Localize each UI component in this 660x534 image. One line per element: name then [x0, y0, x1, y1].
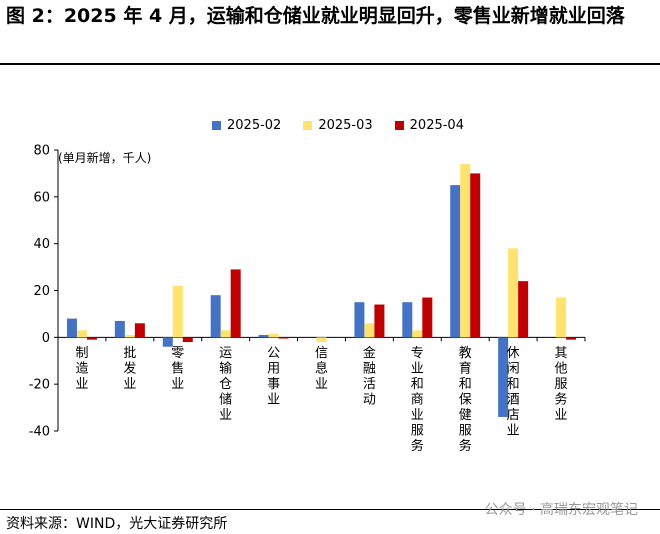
- source-note: 资料来源：WIND，光大证券研究所: [6, 516, 228, 532]
- x-category-label: 零售业: [171, 346, 184, 392]
- chart-legend: 2025-02 2025-03 2025-04: [212, 118, 464, 133]
- y-tick-label: 0: [42, 331, 50, 346]
- bar-2025-02-2: [162, 337, 173, 347]
- bar-2025-04-0: [86, 337, 97, 340]
- chart-bars: [66, 164, 577, 417]
- bar-2025-04-6: [374, 304, 385, 338]
- x-category-label: 专业和商业服务: [411, 346, 424, 454]
- bar-2025-02-3: [210, 295, 221, 338]
- bar-2025-02-7: [402, 302, 413, 338]
- bar-2025-02-0: [66, 318, 77, 338]
- y-unit-note: (单月新增，千人): [58, 151, 152, 165]
- bar-2025-04-10: [566, 337, 577, 340]
- x-category-label: 公用事业: [267, 346, 280, 408]
- y-tick-label: 20: [33, 284, 50, 299]
- x-category-label: 金融活动: [363, 345, 376, 408]
- legend-item-2025-02: 2025-02: [212, 118, 281, 133]
- bar-2025-02-1: [114, 320, 125, 338]
- bar-2025-03-7: [412, 330, 423, 338]
- bar-2025-03-8: [460, 164, 471, 338]
- legend-swatch-2025-03: [303, 121, 313, 130]
- bar-2025-02-4: [258, 334, 269, 338]
- y-tick-label: -40: [29, 425, 50, 440]
- bar-2025-04-9: [518, 281, 529, 338]
- bar-2025-03-0: [76, 330, 87, 338]
- legend-swatch-2025-04: [394, 121, 404, 130]
- bar-2025-03-1: [124, 334, 135, 338]
- bar-2025-03-2: [172, 285, 183, 338]
- title-divider: [0, 63, 660, 65]
- y-tick-label: 80: [33, 144, 50, 159]
- x-category-label: 运输仓储业: [219, 346, 232, 423]
- legend-swatch-2025-02: [212, 121, 221, 130]
- legend-label-2025-02: 2025-02: [227, 118, 282, 133]
- legend-label-2025-03: 2025-03: [318, 118, 373, 133]
- x-category-label: 信息业: [315, 346, 328, 392]
- x-category-label: 其他服务业: [555, 346, 568, 423]
- bar-2025-04-8: [470, 173, 481, 338]
- bar-2025-04-3: [230, 269, 241, 338]
- bar-2025-04-7: [422, 297, 433, 338]
- y-tick-label: -20: [29, 378, 50, 393]
- x-category-label: 教育和保健服务: [459, 345, 472, 454]
- x-category-label: 批发业: [123, 346, 136, 392]
- bar-2025-03-9: [508, 248, 519, 338]
- x-category-label: 制造业: [75, 346, 88, 392]
- bar-2025-03-4: [268, 333, 279, 338]
- chart-labels: -40 -20 0 20 40 60 80 制造业 批发业 零售业 运输仓储业 公用事业 信息业 金融活动…: [29, 144, 568, 455]
- chart-title: 图 2：2025 年 4 月，运输和仓储业就业明显回升，零售业新增就业回落: [6, 5, 625, 27]
- y-tick-label: 60: [33, 190, 50, 205]
- bar-2025-04-2: [182, 337, 193, 343]
- legend-item-2025-03: 2025-03: [303, 118, 373, 133]
- legend-item-2025-04: 2025-04: [394, 118, 464, 133]
- bar-2025-03-3: [220, 330, 231, 338]
- bar-2025-03-10: [556, 297, 567, 338]
- bar-2025-02-8: [450, 185, 461, 338]
- y-tick-label: 40: [33, 237, 50, 252]
- legend-label-2025-04: 2025-04: [409, 118, 464, 133]
- x-category-label: 休闲和酒店业: [507, 346, 520, 439]
- bar-2025-02-6: [354, 302, 365, 338]
- bar-2025-03-5: [316, 337, 327, 343]
- watermark-text: 公众号 · 高瑞东宏观笔记: [484, 502, 638, 518]
- bar-2025-04-1: [134, 323, 145, 338]
- bar-2025-03-6: [364, 323, 375, 338]
- bar-2025-04-4: [278, 337, 289, 339]
- footer-divider: [0, 509, 660, 510]
- bar-2025-02-9: [498, 337, 509, 417]
